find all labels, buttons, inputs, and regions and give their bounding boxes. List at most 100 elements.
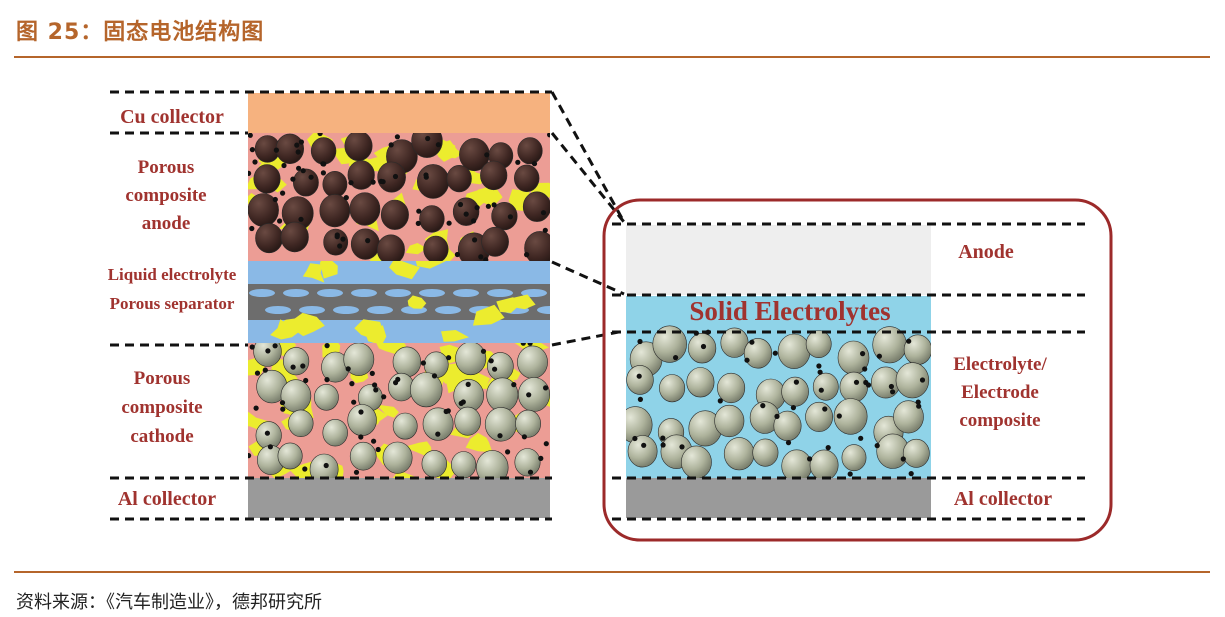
- conductive-dot: [890, 389, 896, 395]
- separator-pore: [537, 306, 550, 314]
- conductive-dot: [416, 208, 422, 214]
- conductive-dot: [793, 379, 800, 385]
- conductive-dot: [785, 440, 792, 446]
- conductive-dot: [457, 201, 464, 208]
- al-collector-layer-left: [248, 478, 550, 518]
- separator-pore: [367, 306, 393, 314]
- composite-particle: [714, 404, 745, 438]
- conductive-dot: [353, 469, 360, 475]
- cathode-particle: [313, 383, 339, 411]
- conductive-dot: [272, 196, 278, 203]
- conductive-dot: [371, 438, 377, 444]
- al-collector-label-left: Al collector: [118, 488, 216, 510]
- conductive-dot: [308, 174, 314, 180]
- composite-particles: [626, 325, 931, 478]
- conductive-dot: [343, 195, 349, 201]
- conductive-dot: [660, 442, 666, 448]
- composite-particle: [870, 366, 901, 399]
- conductive-dot: [345, 366, 351, 372]
- source-rule: [14, 571, 1210, 573]
- conductive-dot: [460, 399, 466, 405]
- binder-blob: [441, 330, 469, 342]
- conductive-dot: [337, 243, 343, 249]
- conductive-dot: [515, 159, 521, 165]
- anode-particle: [481, 226, 509, 257]
- conductive-dot: [295, 149, 301, 155]
- conductive-dot: [300, 168, 306, 174]
- solid-state-frame: [602, 198, 1113, 542]
- separator-pore: [317, 289, 343, 297]
- conductive-dot: [415, 220, 421, 226]
- separator-pore: [351, 289, 377, 297]
- composite-particle: [681, 445, 712, 478]
- figure-source: 资料来源：《汽车制造业》，德邦研究所: [16, 592, 322, 613]
- conductive-dot: [267, 444, 273, 450]
- separator-pore: [487, 289, 513, 297]
- composite-particle: [902, 438, 930, 468]
- conductive-dot: [485, 203, 491, 209]
- cathode-particle: [280, 379, 312, 413]
- composite-particle: [743, 338, 773, 369]
- conductive-dot: [463, 211, 469, 217]
- conductive-dot: [906, 338, 912, 344]
- composite-particle: [752, 438, 779, 467]
- anode-particle: [322, 171, 348, 198]
- conductive-dot: [538, 455, 544, 461]
- conductive-dot: [252, 159, 258, 165]
- conductive-dot: [348, 180, 354, 186]
- conductive-dot: [543, 441, 549, 447]
- conductive-dot: [542, 227, 548, 233]
- conductive-dot: [281, 162, 287, 169]
- cathode-particle: [382, 441, 413, 474]
- conductive-dot: [273, 147, 279, 153]
- binder-blob: [496, 297, 517, 313]
- conductive-dot: [388, 142, 394, 148]
- binder-blob: [473, 304, 505, 326]
- anode-particle: [310, 137, 337, 165]
- conductive-dot: [888, 383, 895, 390]
- title-rule: [14, 56, 1210, 58]
- conductive-dot: [265, 348, 271, 354]
- cathode-particle: [455, 343, 487, 376]
- conductive-dot: [915, 399, 921, 405]
- separator-pore: [299, 306, 325, 314]
- conductive-dot: [484, 152, 490, 158]
- cathode-particle: [288, 409, 314, 437]
- cathode-particle: [283, 347, 310, 376]
- anode-particle: [280, 221, 309, 253]
- conductive-dot: [393, 380, 399, 386]
- cathode-particle: [421, 450, 447, 478]
- conductive-dot: [876, 353, 883, 359]
- conductive-dot: [641, 442, 647, 448]
- conductive-dot: [324, 377, 330, 383]
- conductive-dot: [302, 466, 308, 472]
- cathode-particle: [514, 448, 541, 477]
- binder-blob: [376, 404, 399, 418]
- conductive-dot: [280, 190, 286, 196]
- cathode-label-2: composite: [121, 397, 202, 418]
- cathode-particle: [322, 419, 348, 447]
- cathode-particle: [422, 407, 454, 441]
- conductive-dot: [375, 446, 381, 453]
- conductive-dot: [774, 413, 780, 419]
- anode-particle: [524, 231, 550, 261]
- conductive-dot: [816, 363, 822, 369]
- conductive-dot: [373, 387, 379, 393]
- separator-pore: [333, 306, 359, 314]
- conductive-dot: [472, 237, 478, 243]
- conductive-dot: [264, 430, 270, 436]
- anode-particle: [423, 235, 449, 261]
- anode-particle: [323, 228, 349, 256]
- conductive-dot: [358, 409, 364, 415]
- cathode-particle: [517, 377, 550, 412]
- cathode-particle: [277, 442, 303, 470]
- conductive-dot: [249, 225, 255, 232]
- connector-lines: [550, 91, 626, 347]
- conductive-dot: [351, 399, 357, 405]
- conductive-dot: [492, 366, 498, 372]
- conductive-dot: [478, 254, 484, 260]
- anode-particle: [513, 164, 540, 193]
- conductive-dot: [445, 408, 451, 414]
- conductive-dot: [483, 257, 489, 261]
- conductive-dot: [916, 403, 922, 409]
